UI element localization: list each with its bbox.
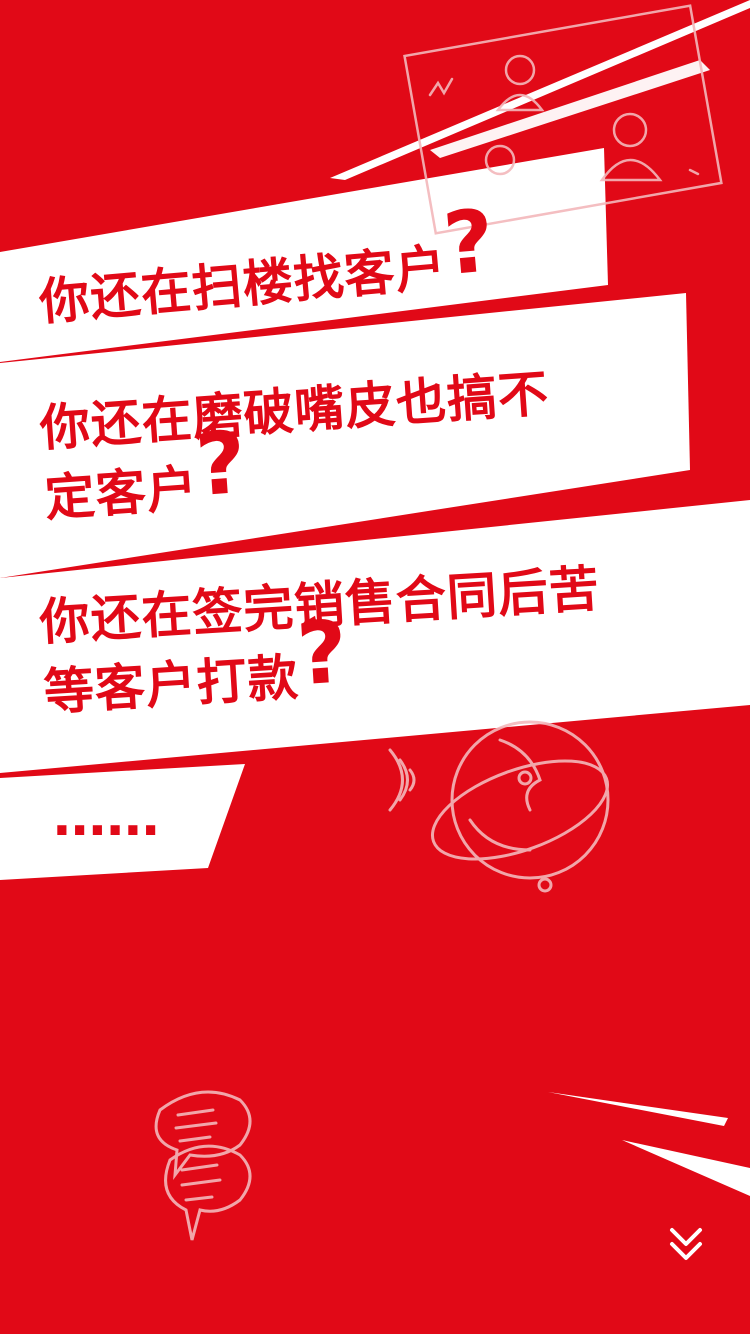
ellipsis-text: ...... [52,788,161,848]
bottom-streak-1 [548,1092,728,1126]
panel-4 [0,764,245,880]
top-streak-2 [430,60,710,158]
people-chart-icon [403,4,723,235]
panel-2 [0,293,690,578]
question-1-mark: ? [439,191,500,296]
question-3-mark: ? [294,602,352,706]
panel-3 [0,500,750,773]
scroll-down-icon [670,1228,702,1260]
speech-bubbles-icon [154,1090,252,1241]
panel-1 [0,148,608,362]
scroll-down-button[interactable] [664,1222,708,1266]
question-2-mark: ? [192,412,251,517]
top-streak [330,0,750,180]
question-2-line-2: 定客户 [42,459,200,528]
globe-icon [388,720,610,893]
bottom-streak-2 [622,1140,750,1196]
